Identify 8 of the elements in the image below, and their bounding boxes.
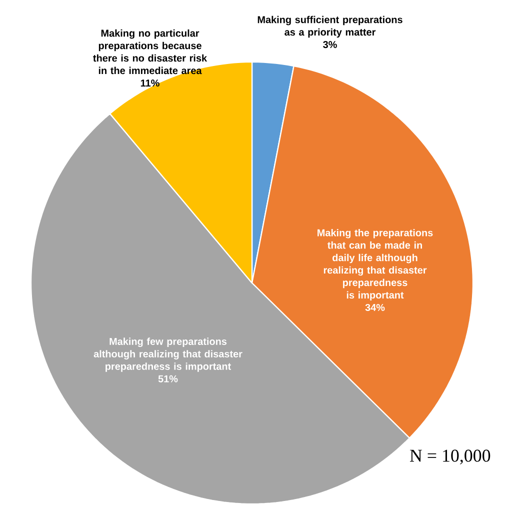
slice-label: Making few preparations although realizing that disaster preparedness is important: [94, 338, 242, 372]
data-label: 3%: [323, 41, 337, 48]
text: N = 10,000: [410, 450, 490, 464]
slice-label: Making sufficient preparations as a priority matter: [258, 16, 402, 38]
data-label: 11%: [140, 80, 160, 87]
slice-label: Making the preparations that can be made in daily life although realizing that disaster preparedness is important: [318, 228, 433, 301]
data-label: 34%: [365, 304, 385, 312]
data-label: 51%: [158, 375, 178, 382]
